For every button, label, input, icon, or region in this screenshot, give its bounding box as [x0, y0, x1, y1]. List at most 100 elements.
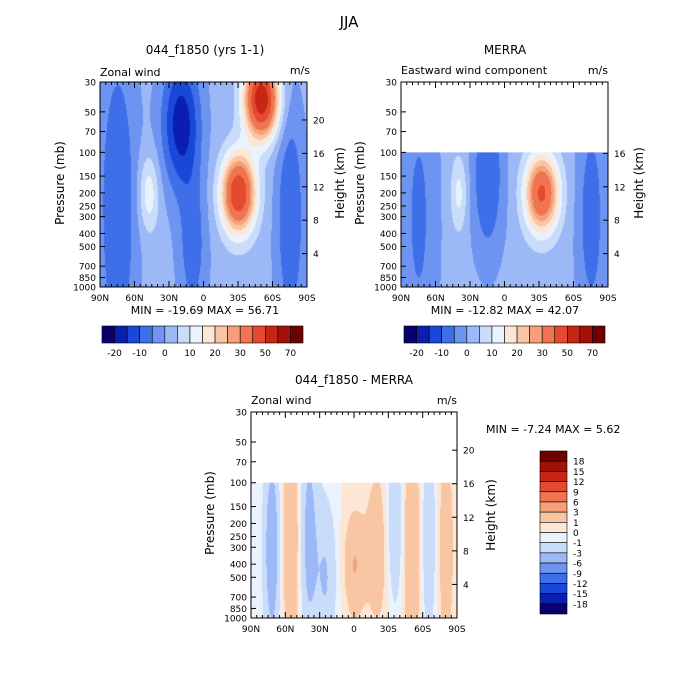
y-right-tick-label: 4: [463, 581, 469, 591]
y-left-tick-label: 30: [386, 79, 398, 89]
colorbar-label: 0: [464, 349, 470, 359]
colorbar-label: -10: [132, 349, 147, 359]
colorbar-swatch: [114, 325, 128, 344]
y-left-tick-label: 1000: [224, 615, 247, 625]
y-left-tick-label: 250: [380, 202, 397, 212]
y-left-tick-label: 500: [230, 574, 247, 584]
y-right-tick-label: 8: [463, 547, 469, 557]
figure-title: JJA: [339, 13, 360, 31]
colorbar-swatch: [189, 325, 203, 344]
y-right-tick-label: 4: [313, 250, 319, 260]
panel-model: 044_f1850 (yrs 1-1) Zonal wind m/s 30 50 7…: [53, 43, 347, 359]
colorbar-swatch: [239, 325, 254, 344]
y-left-tick-label: 150: [380, 173, 397, 183]
colorbar-label: 10: [486, 349, 498, 359]
y-left-tick-label: 100: [79, 149, 96, 159]
y-left-tick-label: 250: [230, 533, 247, 543]
y-left-tick-label: 500: [380, 243, 397, 253]
colorbar-swatch: [403, 325, 417, 344]
y-left-tick-label: 500: [79, 243, 96, 253]
colorbar-swatch: [151, 325, 166, 344]
y-left-tick-label: 100: [380, 149, 397, 159]
panel-0-field: [100, 82, 307, 287]
x-tick-label: 60S: [414, 625, 431, 635]
panel-2-field: [251, 482, 457, 618]
x-tick-label: 30N: [311, 625, 329, 635]
colorbar-swatch: [466, 325, 480, 344]
colorbar-label: 0: [573, 529, 579, 539]
x-tick-label: 60N: [426, 294, 444, 304]
x-tick-label: 90S: [599, 294, 616, 304]
colorbar-swatch: [504, 325, 518, 344]
panel-model-colorbar: -20 -10 0 10 20 30 50 70: [101, 325, 304, 359]
colorbar-label: -15: [573, 590, 588, 600]
panel-model-y-left-label: Pressure (mb): [53, 141, 67, 225]
colorbar-swatch: [453, 325, 468, 344]
colorbar-label: -10: [434, 349, 449, 359]
y-left-tick-label: 200: [79, 189, 96, 199]
y-right-tick-label: 8: [614, 217, 620, 227]
colorbar-swatch: [277, 325, 291, 344]
colorbar-label: -20: [107, 349, 122, 359]
colorbar-swatch: [529, 325, 543, 344]
colorbar-label: -1: [573, 539, 582, 549]
panel-model-plot: 3050701001502002503004005007008501000481…: [73, 79, 325, 305]
x-tick-label: 30N: [461, 294, 479, 304]
colorbar-swatch: [579, 325, 593, 344]
panel-model-field-label: Zonal wind: [100, 66, 161, 79]
colorbar-label: -6: [573, 560, 582, 570]
colorbar-label: 20: [209, 349, 221, 359]
y-left-tick-label: 50: [386, 108, 398, 118]
x-tick-label: 30S: [530, 294, 547, 304]
colorbar-label: 50: [562, 349, 574, 359]
colorbar-swatch: [539, 501, 568, 513]
y-left-tick-label: 300: [79, 213, 96, 223]
colorbar-swatch: [539, 542, 568, 554]
y-right-tick-label: 8: [313, 217, 319, 227]
panel-diff: 044_f1850 - MERRA Zonal wind m/s 3050701…: [203, 373, 620, 635]
colorbar-label: 12: [573, 478, 584, 488]
y-left-tick-label: 50: [85, 108, 97, 118]
x-tick-label: 60N: [125, 294, 143, 304]
colorbar-swatch: [539, 522, 568, 533]
colorbar-label: 10: [184, 349, 196, 359]
colorbar-label: 9: [573, 488, 579, 498]
colorbar-swatch: [539, 460, 568, 472]
y-left-tick-label: 200: [380, 189, 397, 199]
colorbar-label: -9: [573, 570, 582, 580]
panel-model-units: m/s: [290, 64, 310, 77]
y-left-tick-label: 850: [230, 605, 247, 615]
y-left-tick-label: 200: [230, 520, 247, 530]
y-left-tick-label: 850: [79, 274, 96, 284]
y-right-tick-label: 12: [313, 183, 324, 193]
y-left-tick-label: 400: [230, 561, 247, 571]
y-left-tick-label: 300: [380, 213, 397, 223]
colorbar-label: 70: [587, 349, 599, 359]
colorbar-swatch: [265, 325, 279, 344]
x-tick-label: 90N: [91, 294, 109, 304]
panel-diff-title: 044_f1850 - MERRA: [295, 373, 414, 387]
colorbar-label: 3: [573, 509, 579, 519]
panel-1-field: [401, 152, 608, 288]
x-tick-label: 0: [201, 294, 207, 304]
y-left-tick-label: 400: [380, 230, 397, 240]
y-left-tick-label: 100: [230, 479, 247, 489]
colorbar-swatch: [539, 593, 568, 605]
colorbar-label: 1: [573, 519, 579, 529]
colorbar-swatch: [252, 325, 266, 344]
colorbar-swatch: [539, 552, 568, 564]
panel-diff-y-right-label: Height (km): [484, 479, 498, 550]
colorbar-swatch: [539, 511, 568, 523]
panel-merra-colorbar: -20 -10 0 10 20 30 50 70: [403, 325, 606, 359]
x-tick-label: 60S: [264, 294, 281, 304]
y-left-tick-label: 1000: [374, 284, 397, 294]
panel-merra-title: MERRA: [484, 43, 527, 57]
panel-diff-stats: MIN = -7.24 MAX = 5.62: [486, 423, 620, 436]
y-right-tick-label: 4: [614, 250, 620, 260]
y-right-tick-label: 16: [463, 480, 475, 490]
panel-merra-stats: MIN = -12.82 MAX = 42.07: [431, 304, 579, 317]
y-left-tick-label: 150: [79, 173, 96, 183]
colorbar-label: -12: [573, 580, 588, 590]
